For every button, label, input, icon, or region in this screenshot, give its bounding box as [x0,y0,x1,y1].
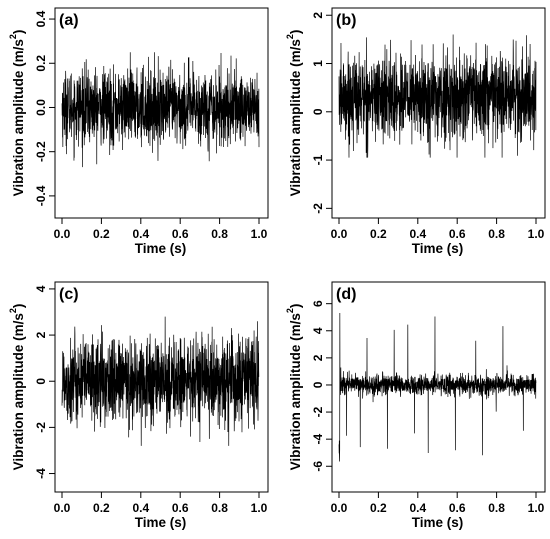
x-tick-label: 0.2 [93,501,110,515]
x-tick-label: 1.0 [251,227,268,241]
y-tick-label: 2 [311,354,325,361]
y-tick-label: 0.0 [34,99,48,116]
x-axis-title: Time (s) [135,515,187,530]
y-tick-label: -4 [311,434,325,445]
plot-frame [331,281,546,493]
y-tick-label: 2 [311,12,325,19]
y-tick-label: -2 [311,406,325,417]
panel-d: 0.0 0.2 0.4 0.6 0.8 1.0 -6 -4 -2 0 2 4 6 Time (s) Vibr… [285,281,546,530]
y-tick-label: 0 [311,108,325,115]
y-tick-label: 0.2 [34,55,48,72]
y-tick-label: -0.4 [34,185,48,206]
x-axis-title: Time (s) [412,241,464,256]
y-tick-label: -2 [311,203,325,214]
y-axis-title-superscript: 2 [8,34,18,39]
panel-label: (a) [59,12,79,29]
y-tick-label: 4 [311,327,325,334]
y-tick-label: -0.2 [34,141,48,162]
x-tick-label: 0.8 [211,227,228,241]
y-axis-title-superscript: 2 [285,308,295,313]
signal-trace [338,313,537,462]
x-tick-label: 0.6 [172,227,189,241]
x-tick-label: 0.4 [132,227,149,241]
panel-label: (d) [336,286,356,303]
plot-frame [54,7,269,219]
y-tick-label: 2 [34,331,48,338]
y-axis-title-main: Vibration amplitude (m/s [288,39,303,196]
panel-c: 0.0 0.2 0.4 0.6 0.8 1.0 -4 -2 0 2 4 Time (s) Vibrati… [8,281,269,530]
y-axis-title-close: ) [11,30,26,35]
y-axis-title: Vibration amplitude (m/s2) [8,30,26,197]
signal-trace [338,34,537,158]
x-tick-label: 0.0 [54,227,71,241]
x-tick-label: 0.8 [211,501,228,515]
y-tick-label: 0 [34,378,48,385]
x-tick-label: 1.0 [528,501,545,515]
y-axis-title-close: ) [288,30,303,35]
x-axis-title: Time (s) [412,515,464,530]
x-tick-label: 0.6 [172,501,189,515]
x-tick-label: 0.4 [409,501,426,515]
x-tick-label: 0.4 [132,501,149,515]
panel-label: (b) [336,12,356,29]
panel-b: 0.0 0.2 0.4 0.6 0.8 1.0 -2 -1 0 1 2 Time (s) Vibrati… [285,7,546,256]
x-tick-label: 0.2 [370,501,387,515]
y-axis-title-close: ) [11,304,26,309]
y-tick-label: -1 [311,154,325,165]
x-axis-title: Time (s) [135,241,187,256]
x-tick-label: 0.6 [449,227,466,241]
x-tick-label: 0.8 [488,227,505,241]
y-tick-label: -6 [311,461,325,472]
y-tick-label: 6 [311,300,325,307]
x-tick-label: 0.6 [449,501,466,515]
y-axis-title: Vibration amplitude (m/s2) [285,30,303,197]
signal-trace [61,52,260,168]
x-tick-label: 0.4 [409,227,426,241]
x-tick-label: 0.8 [488,501,505,515]
x-tick-label: 0.2 [370,227,387,241]
x-tick-label: 1.0 [528,227,545,241]
x-tick-label: 0.0 [331,227,348,241]
y-tick-label: 4 [34,285,48,292]
y-tick-label: 1 [311,60,325,67]
x-tick-label: 0.2 [93,227,110,241]
y-axis-title-main: Vibration amplitude (m/s [11,313,26,470]
signal-trace [61,316,260,446]
y-axis-title: Vibration amplitude (m/s2) [8,304,26,471]
x-tick-label: 0.0 [54,501,71,515]
y-tick-label: -4 [34,468,48,479]
y-axis-title: Vibration amplitude (m/s2) [285,304,303,471]
y-axis-title-close: ) [288,304,303,309]
y-axis-title-superscript: 2 [285,34,295,39]
y-tick-label: 0 [311,381,325,388]
y-tick-label: -2 [34,422,48,433]
y-axis-title-main: Vibration amplitude (m/s [288,313,303,470]
y-axis-title-main: Vibration amplitude (m/s [11,39,26,196]
panel-label: (c) [59,286,79,303]
y-tick-label: 0.4 [34,10,48,27]
plot-frame [331,7,546,219]
x-tick-label: 1.0 [251,501,268,515]
panel-a: 0.0 0.2 0.4 0.6 0.8 1.0-0.4-0.20.00.20.4Time … [8,7,269,256]
y-axis-title-superscript: 2 [8,308,18,313]
plot-frame [54,281,269,493]
x-tick-label: 0.0 [331,501,348,515]
